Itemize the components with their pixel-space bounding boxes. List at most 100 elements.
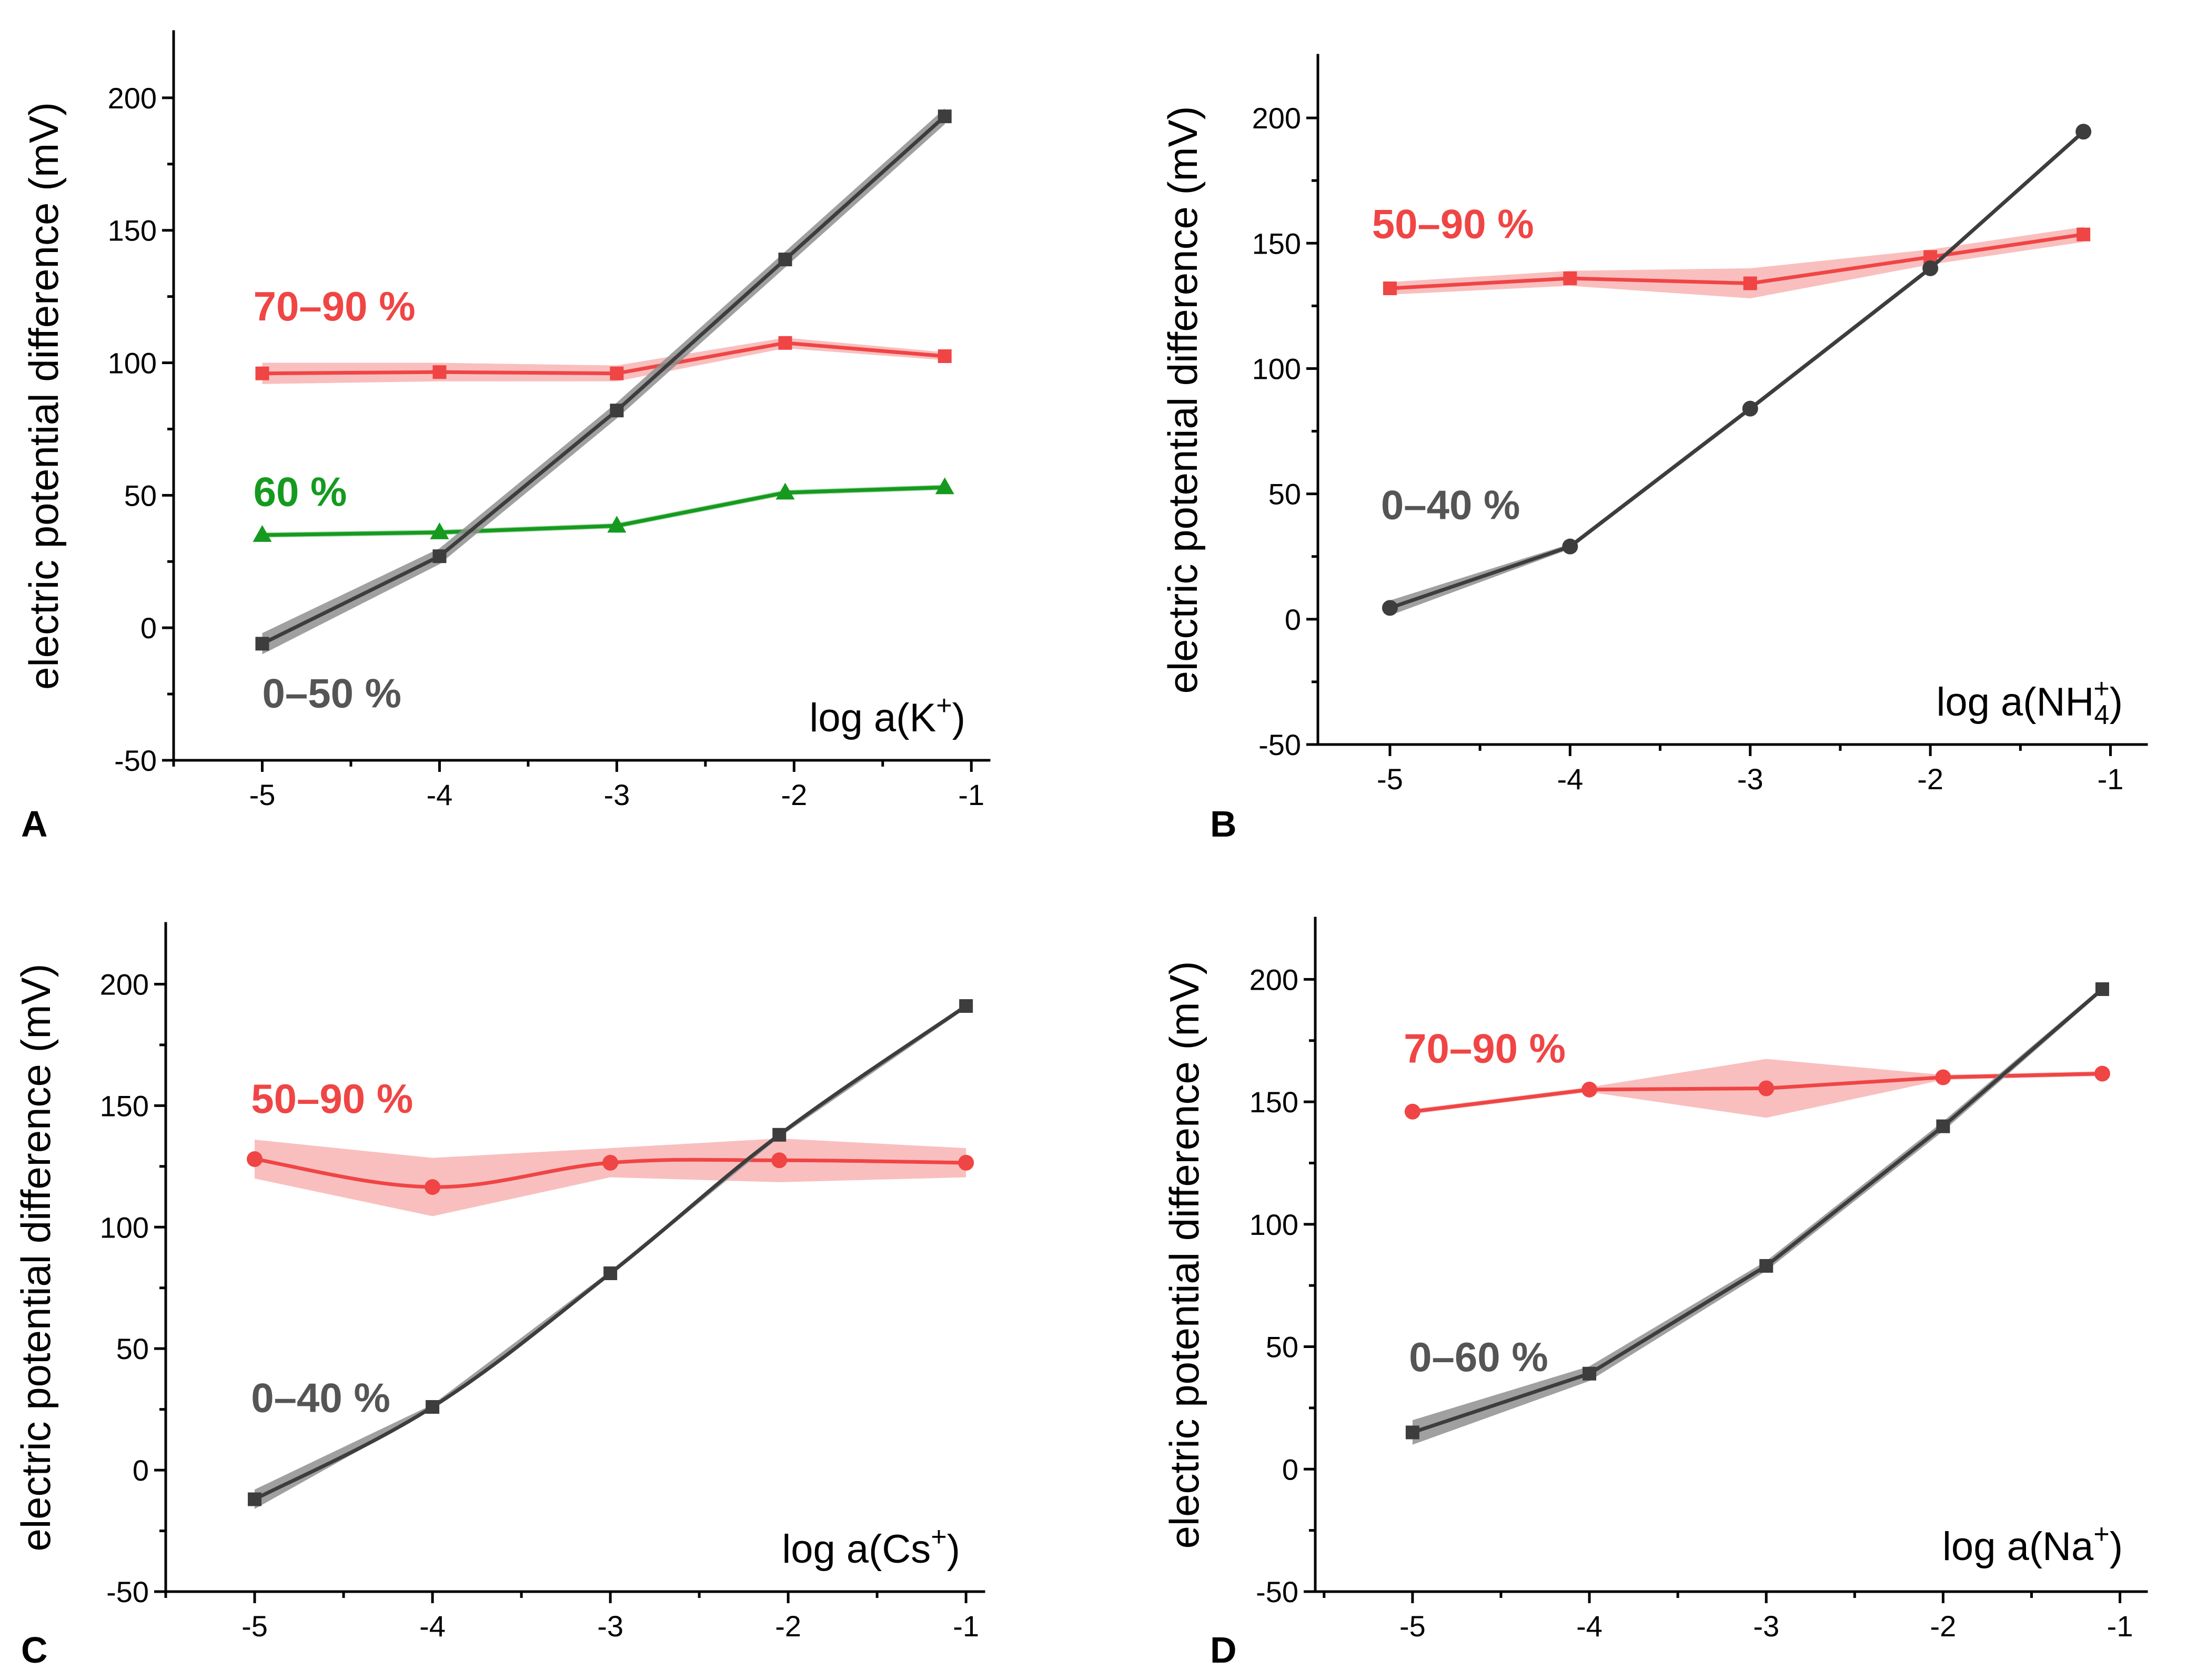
x-tick-label: -5	[1399, 1609, 1426, 1643]
x-axis-label-main: log a(Cs	[782, 1527, 931, 1572]
y-tick-label: 50	[116, 1332, 149, 1365]
data-point-circle	[1758, 1080, 1775, 1096]
x-tick-label: -3	[597, 1609, 623, 1643]
x-tick-label: -1	[2107, 1609, 2133, 1643]
chart-panel-b: -50 0 50 100 150 200 -5 -4 -3 -2 -1 electric potent…	[1160, 54, 2148, 844]
data-point-triangle	[607, 516, 627, 533]
y-tick-label: 200	[1252, 102, 1301, 135]
x-axis-label-superscript: +	[931, 1522, 946, 1552]
series-label: 0–50 %	[262, 670, 401, 716]
x-tick-label: -5	[241, 1609, 268, 1643]
data-point-circle	[1935, 1069, 1951, 1085]
data-point-square	[610, 366, 624, 380]
x-tick-label: -2	[781, 778, 807, 811]
series-gray	[1382, 124, 2092, 616]
data-point-square	[1383, 281, 1397, 296]
y-tick-label: -50	[114, 744, 157, 777]
data-point-circle	[2075, 124, 2092, 140]
data-point-circle	[1742, 400, 1758, 417]
series-error-band	[255, 1138, 966, 1216]
x-tick-label: -3	[603, 778, 630, 811]
series-label: 50–90 %	[251, 1075, 413, 1122]
data-point-square	[938, 109, 952, 124]
data-point-square	[255, 366, 269, 380]
data-point-square	[1743, 276, 1757, 290]
x-axis-label-subscript: 4	[2094, 700, 2109, 730]
series-red	[1404, 1059, 2110, 1120]
data-point-square	[432, 549, 447, 564]
x-axis-label-superscript: +	[936, 690, 952, 721]
series-gray	[248, 999, 973, 1509]
y-axis-label: electric potential difference (mV)	[1161, 961, 1207, 1548]
x-axis-label-superscript: +	[2093, 673, 2109, 704]
x-tick-label: -4	[427, 778, 453, 811]
series-label: 60 %	[254, 469, 347, 515]
y-tick-label: 200	[1249, 963, 1298, 996]
series-label: 0–40 %	[1381, 481, 1520, 528]
data-point-triangle	[935, 477, 954, 495]
y-tick-label: -50	[1258, 728, 1301, 761]
series-error-band	[262, 485, 945, 538]
x-tick-label: -1	[958, 778, 984, 811]
x-axis-label-main: log a(Na	[1942, 1524, 2094, 1569]
y-tick-label: 200	[108, 82, 157, 115]
data-point-triangle	[775, 482, 795, 500]
y-tick-label: 0	[133, 1454, 149, 1487]
x-axis-label: log a(Na+)	[1942, 1519, 2123, 1569]
data-point-square	[426, 1400, 440, 1414]
y-tick-label: 150	[108, 214, 157, 247]
x-tick-label: -3	[1737, 762, 1763, 796]
series-red	[255, 336, 952, 384]
y-tick-label: -50	[106, 1575, 149, 1608]
data-point-square	[248, 1492, 262, 1506]
data-point-circle	[1581, 1081, 1598, 1098]
x-tick-label: -4	[1576, 1609, 1603, 1643]
y-axis-label: electric potential difference (mV)	[21, 102, 67, 690]
series-gray	[1405, 982, 2109, 1445]
data-point-circle	[1382, 600, 1398, 616]
series-line	[262, 485, 945, 537]
data-point-square	[778, 253, 792, 267]
y-tick-label: 0	[140, 611, 157, 645]
data-point-circle	[1922, 260, 1939, 276]
chart-panel-a: -50 0 50 100 150 200 -5 -4 -3 -2 -1 electric potent…	[21, 30, 991, 844]
series-label: 70–90 %	[254, 283, 416, 329]
panel-letter: D	[1210, 1629, 1237, 1671]
x-tick-label: -4	[419, 1609, 446, 1643]
data-point-square	[1405, 1425, 1419, 1440]
x-axis-label-close: )	[947, 1527, 960, 1572]
data-point-square	[255, 637, 269, 651]
y-tick-label: 100	[100, 1211, 149, 1244]
y-axis-label: electric potential difference (mV)	[13, 963, 59, 1551]
y-tick-label: 150	[1249, 1085, 1298, 1119]
data-point-square	[778, 336, 792, 350]
panel-letter: A	[21, 803, 48, 844]
data-point-triangle	[430, 522, 449, 539]
data-point-square	[610, 404, 624, 418]
x-tick-label: -3	[1753, 1609, 1779, 1643]
data-point-square	[1759, 1259, 1773, 1273]
x-axis-label-main: log a(K	[810, 696, 936, 740]
panel-letter: C	[21, 1629, 48, 1671]
x-axis-label: log a(NH4+)	[1937, 673, 2123, 730]
x-axis-label-close: )	[2110, 1524, 2123, 1569]
data-point-square	[2077, 227, 2091, 242]
y-tick-label: 150	[100, 1089, 149, 1122]
chart-panel-d: -50 0 50 100 150 200 -5 -4 -3 -2 -1 electric potent…	[1161, 917, 2148, 1671]
y-tick-label: 0	[1282, 1453, 1298, 1486]
data-point-square	[432, 365, 447, 379]
series-label: 70–90 %	[1404, 1025, 1566, 1072]
y-tick-label: 0	[1285, 603, 1301, 636]
y-tick-label: 50	[1266, 1331, 1298, 1364]
x-tick-label: -1	[953, 1609, 979, 1643]
data-point-square	[1936, 1119, 1950, 1133]
series-label: 50–90 %	[1372, 201, 1534, 247]
series-error-band	[262, 337, 945, 384]
x-axis-label-superscript: +	[2093, 1519, 2109, 1550]
x-axis-label-main: log a(NH	[1937, 680, 2094, 725]
x-tick-label: -1	[2098, 762, 2124, 796]
y-tick-label: 50	[124, 479, 157, 512]
panel-letter: B	[1210, 803, 1237, 844]
y-tick-label: 150	[1252, 227, 1301, 260]
series-red	[247, 1138, 974, 1216]
